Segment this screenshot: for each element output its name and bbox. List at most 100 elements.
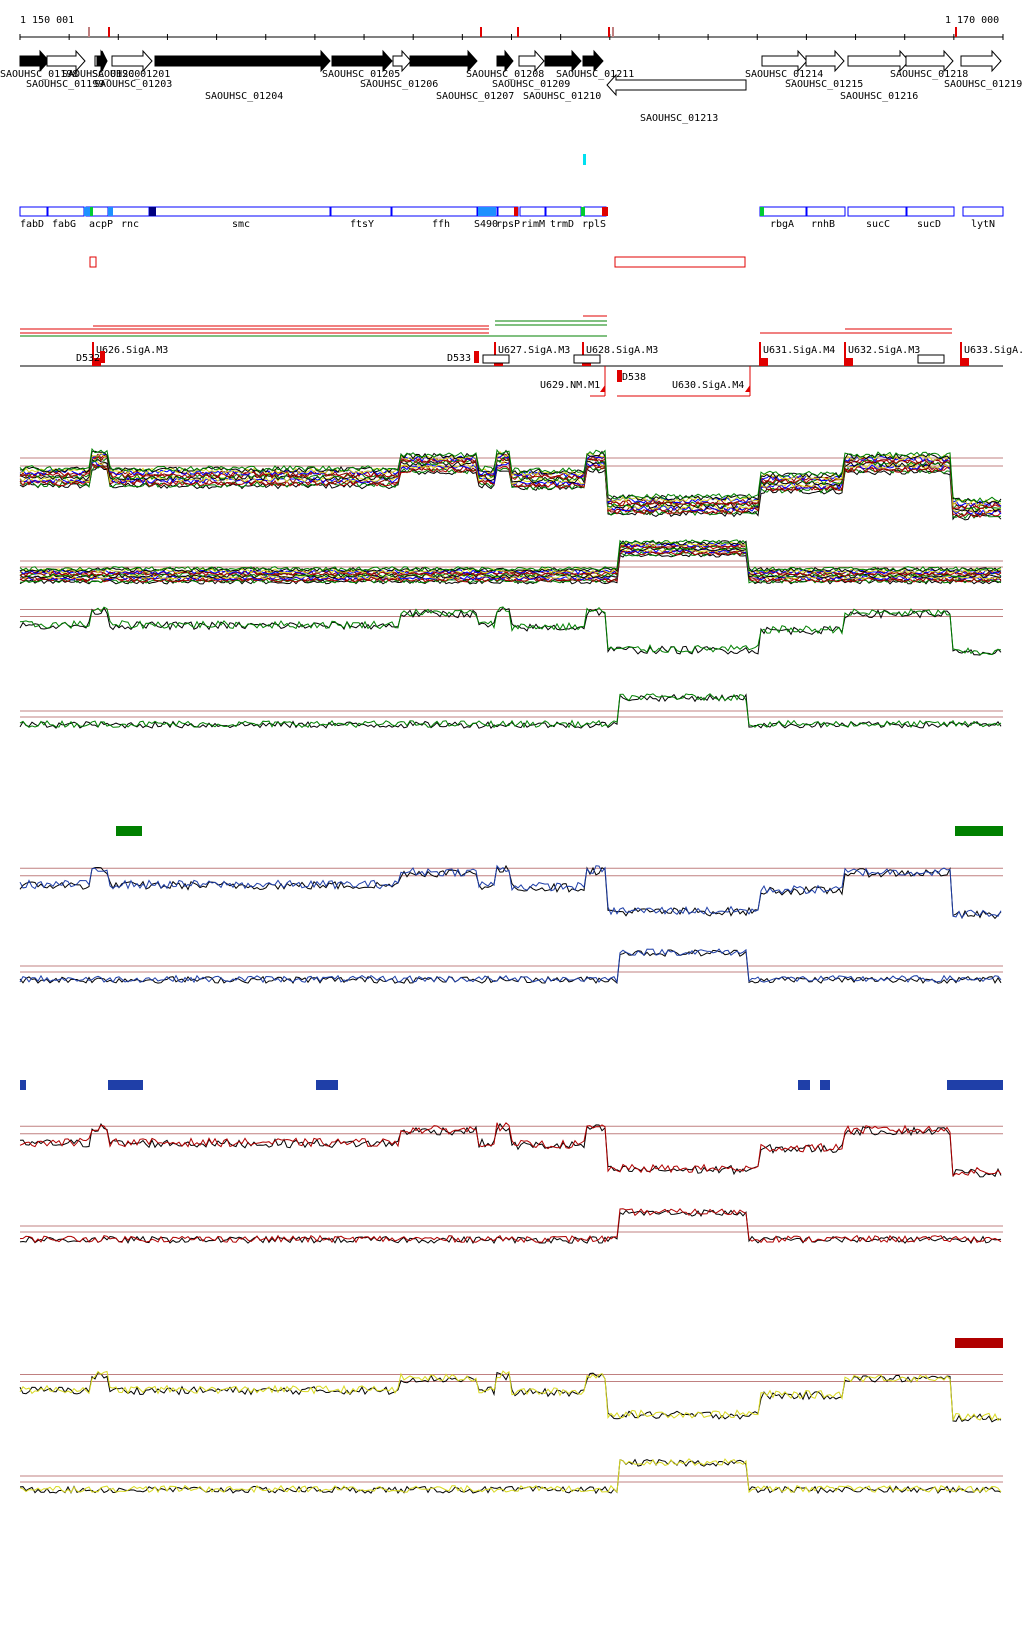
gene-arrow[interactable]: SAOUHSC_01218 (890, 49, 968, 80)
gene-arrow[interactable]: SAOUHSC_01215 (785, 49, 863, 90)
gene-arrow-shape[interactable] (518, 49, 545, 73)
gene-arrow-shape[interactable] (392, 49, 412, 73)
gene-name-rect[interactable] (519, 206, 546, 217)
gene-arrow[interactable]: SAOUHSC_01203 (94, 49, 172, 90)
gene-arrow-shape[interactable] (960, 49, 1002, 73)
gene-name-label: sucD (917, 219, 941, 230)
gene-name-rect[interactable] (962, 206, 1004, 217)
gene-name-box[interactable]: smc (149, 206, 331, 230)
gene-name-box[interactable]: rbgA (759, 206, 807, 230)
segment-track[interactable]: U626.SigA.M3 U627.SigA.M3 U628.SigA.M3 U631… (20, 315, 1024, 397)
profile-trace (19, 549, 1002, 582)
gene-name-rect[interactable] (330, 206, 392, 217)
gene-name-box[interactable]: fabG (47, 206, 85, 230)
gene-name-box[interactable]: lytN (962, 206, 1004, 230)
ruler-start-label: 1 150 001 (20, 15, 74, 26)
gene-arrow-shape[interactable] (409, 49, 478, 73)
gene-name-box[interactable]: ffh (391, 206, 478, 230)
gene-arrow[interactable]: SAOUHSC_01209 (492, 49, 570, 90)
gene-arrow-shape[interactable] (46, 49, 86, 73)
gene-name-box[interactable]: rnc (108, 206, 150, 230)
red-feature-box (89, 256, 97, 268)
gene-arrow[interactable]: SAOUHSC_01213 (606, 73, 747, 124)
upstream-segment[interactable]: U633.SigA. (960, 342, 1024, 366)
condition-marker-bar (955, 826, 1003, 836)
gene-name-box[interactable]: fabD (19, 206, 48, 230)
segment-marker (760, 358, 768, 366)
gene-arrow-shape[interactable] (805, 49, 845, 73)
gene-arrow[interactable]: SAOUHSC_01206 (360, 49, 438, 90)
gene-name-box[interactable]: rnhB (806, 206, 846, 230)
gene-arrow-shape[interactable] (606, 73, 747, 97)
gene-name-box[interactable]: trmD (545, 206, 582, 230)
gene-arrow-shape[interactable] (111, 49, 153, 73)
profile-trace (19, 550, 1002, 583)
gene-arrow-shape[interactable] (154, 49, 331, 73)
gene-arrow[interactable]: SAOUHSC_01210 (523, 49, 601, 102)
gene-arrow-shape[interactable] (544, 49, 582, 73)
upstream-segment[interactable]: U632.SigA.M3 (844, 342, 920, 366)
gene-arrow-shape[interactable] (847, 49, 910, 73)
gene-name-rect[interactable] (391, 206, 478, 217)
gene-name-rect[interactable] (847, 206, 907, 217)
gene-name-box[interactable]: ftsY (330, 206, 392, 230)
cyan-marker (583, 154, 586, 165)
deletion-marker[interactable]: D538 (617, 370, 646, 383)
gene-arrow-shape[interactable] (19, 49, 50, 73)
gene-name-box[interactable]: sucC (847, 206, 907, 230)
gene-arrow[interactable]: SAOUHSC_01201 (92, 50, 170, 80)
gene-arrow[interactable]: SAOUHSC_01198 (0, 49, 78, 80)
gene-name-rect[interactable] (149, 206, 331, 217)
deletion-marker[interactable]: D532 (76, 351, 105, 364)
gene-arrow-shape[interactable] (761, 49, 808, 73)
feature-highlight (90, 207, 93, 216)
profile-trace (19, 545, 1002, 578)
gene-label: SAOUHSC_01208 (466, 69, 544, 80)
gene-arrow[interactable]: SAOUHSC_01204 (154, 49, 331, 102)
gene-name-box[interactable]: sucD (906, 206, 955, 230)
gene-name-box[interactable]: rimM (519, 206, 546, 230)
gene-arrow[interactable]: SAOUHSC_01207 (409, 49, 514, 102)
downstream-segment[interactable]: U630.SigA.M4 (672, 366, 751, 396)
gene-arrow-shape[interactable] (905, 49, 954, 73)
gene-track[interactable]: SAOUHSC_01198SAOUHSC_01199SAOUHSC_01200S… (0, 49, 1022, 124)
gene-name-rect[interactable] (759, 206, 807, 217)
segment-label: U631.SigA.M4 (763, 345, 835, 356)
gene-name-rect[interactable] (806, 206, 846, 217)
gene-arrow[interactable]: SAOUHSC_01208 (466, 49, 544, 80)
gene-name-label: rnhB (811, 219, 835, 230)
gene-arrow-shape[interactable] (331, 49, 393, 73)
gene-arrow[interactable]: SAOUHSC_01211 (556, 49, 634, 80)
gene-name-label: trmD (550, 219, 574, 230)
profile-trace (19, 447, 1002, 503)
condition-marker-bar (955, 1338, 1003, 1348)
gene-arrow[interactable]: SAOUHSC_01214 (745, 49, 823, 80)
gene-name-rect[interactable] (906, 206, 955, 217)
gene-name-rect[interactable] (47, 206, 85, 217)
gene-arrow[interactable]: SAOUHSC_01216 (840, 49, 918, 102)
feature-highlight (108, 207, 113, 216)
overlap-label-box (482, 354, 510, 364)
gene-arrow[interactable]: SAOUHSC_01199 (26, 49, 104, 90)
upstream-segment[interactable]: U626.SigA.M3 (92, 342, 168, 366)
gene-arrow[interactable]: SAOUHSC_01205 (322, 49, 400, 80)
profile-trace (19, 1208, 1002, 1244)
gene-label: SAOUHSC_01199 (26, 79, 104, 90)
gene-arrow-shape[interactable] (582, 49, 604, 73)
gene-name-rect[interactable] (108, 206, 150, 217)
ruler-marker (612, 27, 614, 37)
gene-label: SAOUHSC_01209 (492, 79, 570, 90)
upstream-segment[interactable]: U631.SigA.M4 (759, 342, 835, 366)
gene-name-rect[interactable] (19, 206, 48, 217)
downstream-segment[interactable]: U629.NM.M1 (540, 366, 606, 396)
gene-name-label: rplS (582, 219, 606, 230)
gene-arrow-shape[interactable] (496, 49, 514, 73)
overlap-label-box (573, 354, 601, 364)
gene-arrow[interactable]: SAOUHSC_01219 (944, 49, 1022, 90)
gene-name-rect[interactable] (545, 206, 582, 217)
gene-label: SAOUHSC_01203 (94, 79, 172, 90)
gene-arrow-shape[interactable] (96, 50, 108, 72)
deletion-marker[interactable]: D533 (447, 351, 479, 364)
